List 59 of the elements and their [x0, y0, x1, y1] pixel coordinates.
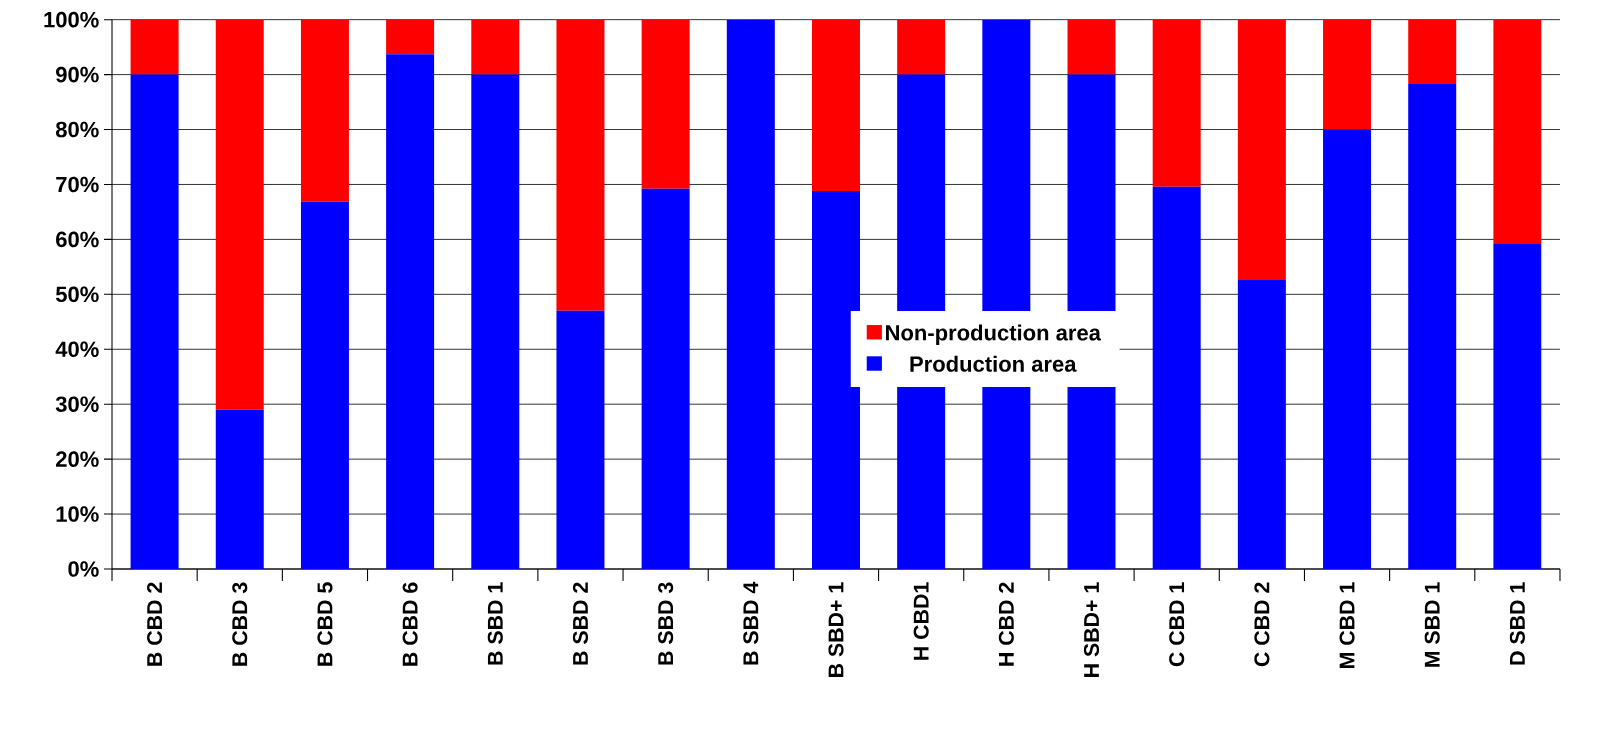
- bar: [386, 19, 435, 55]
- y-tick-label: 100%: [44, 11, 99, 28]
- bar: [215, 19, 264, 410]
- legend-label: Non-production area: [886, 324, 1102, 345]
- bar: [556, 19, 605, 311]
- x-tick-label: B SBD 4: [743, 581, 759, 665]
- bar: [386, 54, 435, 569]
- bar: [215, 409, 264, 569]
- bar: [1067, 19, 1116, 75]
- y-tick-label: 10%: [56, 506, 99, 522]
- x-tick-label: B CBD 5: [317, 582, 333, 666]
- x-tick-label: B SBD 3: [658, 582, 674, 665]
- y-tick-label: 70%: [56, 176, 99, 193]
- bar: [471, 19, 520, 75]
- y-tick-label: 90%: [56, 66, 99, 83]
- x-tick-label: B SBD+ 1: [828, 582, 844, 677]
- x-tick-label: B SBD 2: [572, 582, 589, 665]
- bar: [1152, 186, 1201, 569]
- x-tick-label: D SBD 1: [1509, 582, 1525, 665]
- x-tick-label: H CBD1: [913, 582, 929, 660]
- x-tick-label: M SBD 1: [1424, 582, 1440, 667]
- bar: [300, 201, 349, 569]
- bar: [1237, 280, 1286, 569]
- x-tick-label: B CBD 2: [147, 582, 163, 666]
- x-tick-label: B CBD 6: [402, 582, 418, 666]
- bar: [641, 188, 690, 569]
- bar: [300, 19, 349, 202]
- y-tick-label: 20%: [56, 451, 99, 467]
- bar: [811, 19, 860, 192]
- x-tick-label: C CBD 1: [1169, 582, 1185, 667]
- x-tick-label: C CBD 2: [1254, 582, 1270, 667]
- bar: [471, 74, 520, 569]
- bar: [556, 310, 605, 569]
- legend-label: Production area: [910, 355, 1077, 372]
- x-tick-label: M CBD 1: [1339, 582, 1355, 668]
- bar: [811, 191, 860, 569]
- bar: [897, 19, 946, 75]
- bar: [1152, 19, 1201, 187]
- bar: [1408, 19, 1457, 84]
- bar: [1408, 83, 1457, 569]
- x-tick-label: B CBD 3: [232, 582, 248, 666]
- bar: [130, 74, 179, 569]
- bar: [1493, 19, 1542, 244]
- bar: [1493, 243, 1542, 569]
- y-tick-label: 30%: [55, 396, 99, 413]
- x-tick-label: H CBD 2: [998, 582, 1014, 666]
- y-tick-label: 80%: [55, 121, 99, 138]
- bar: [641, 19, 690, 189]
- x-tick-label: H SBD+ 1: [1083, 582, 1100, 677]
- y-tick-label: 50%: [55, 286, 99, 303]
- x-tick-label: B SBD 1: [487, 582, 503, 665]
- bar: [726, 19, 775, 569]
- bar: [1323, 129, 1372, 569]
- bar: [130, 19, 179, 75]
- bar: [1323, 19, 1372, 130]
- y-tick-label: 60%: [56, 231, 99, 248]
- y-tick-label: 0%: [68, 561, 99, 577]
- bar: [1237, 19, 1286, 281]
- y-tick-label: 40%: [55, 341, 99, 358]
